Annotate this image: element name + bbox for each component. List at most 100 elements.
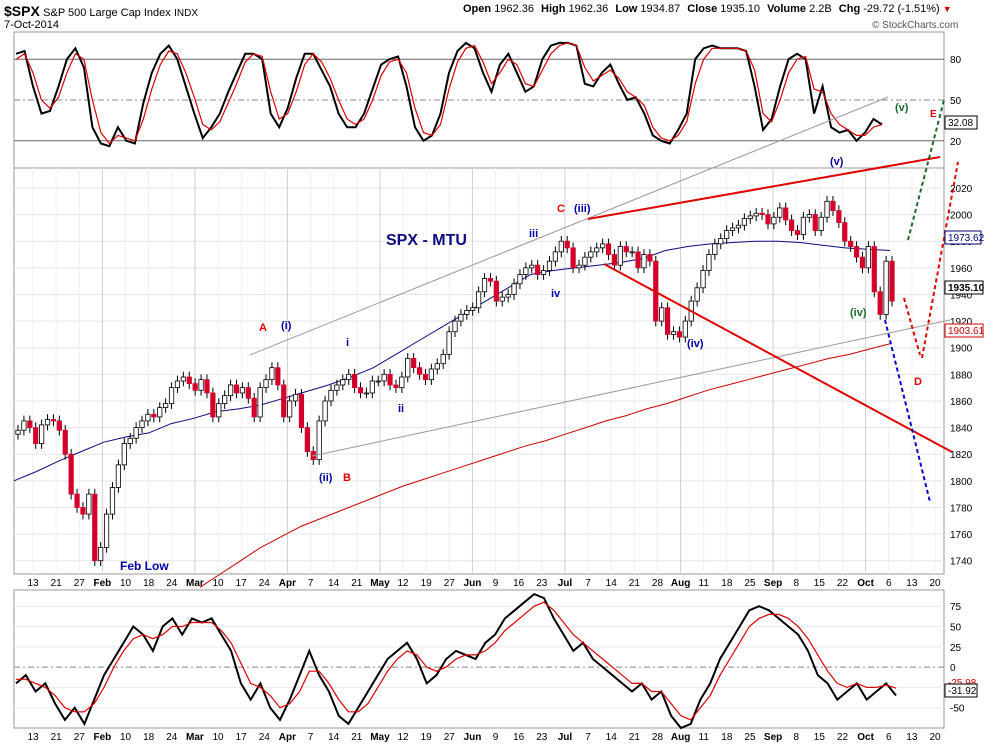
price-x-tick-label: 27 (74, 578, 86, 589)
volume-value: 2.2B (809, 3, 832, 15)
candle-body (842, 222, 848, 242)
candle-body (735, 224, 742, 229)
exchange: INDX (174, 8, 199, 19)
candle-body (487, 278, 494, 282)
candle-body (163, 403, 169, 409)
candle-body (127, 437, 133, 444)
bottom-x-tick-label: Jul (558, 732, 573, 743)
ma-line-200 (199, 343, 891, 588)
gray-upper-channel (249, 96, 889, 356)
candle-body (80, 507, 86, 515)
bottom-x-tick-label: Mar (186, 732, 204, 743)
candle-body (33, 427, 39, 444)
price-x-tick-label: 18 (721, 578, 733, 589)
price-y-tick-label: 1880 (950, 370, 973, 381)
candle-body (434, 363, 440, 370)
candle-body (62, 429, 68, 455)
price-x-tick-label: 22 (837, 578, 849, 589)
candle-body (357, 387, 364, 394)
candle-body (411, 357, 417, 369)
close-label: Close (687, 3, 718, 15)
candle-body (287, 400, 293, 418)
price-x-tick-label: 27 (444, 578, 456, 589)
chart-title: SPX - MTU (386, 232, 467, 249)
bottom-x-tick-label: 13 (27, 732, 39, 743)
bottom-y-tick-label: 25 (950, 643, 962, 654)
price-x-tick-label: 25 (744, 578, 756, 589)
candle-body (771, 216, 777, 225)
candle-body (227, 384, 234, 397)
open-label: Open (463, 3, 492, 15)
price-x-tick-label: 11 (699, 578, 710, 589)
price-grid (14, 168, 944, 574)
candle-body (151, 413, 157, 418)
wave-ii-label: ii (398, 403, 404, 415)
wave-i-paren-label: (i) (281, 320, 292, 332)
top-series-slow (15, 42, 883, 145)
candle-body (56, 420, 62, 431)
candle-body (836, 210, 842, 223)
candle-body (292, 393, 299, 402)
candle-body (594, 247, 600, 253)
red-upper-trendline (587, 156, 941, 220)
bottom-last-box (944, 683, 978, 698)
open-value: 1962.36 (494, 3, 534, 15)
bottom-x-tick-label: 18 (143, 732, 155, 743)
candle-body (546, 260, 553, 271)
blue-projection (884, 319, 931, 503)
price-x-tick-label: 21 (51, 578, 63, 589)
top-y-tick-label: 20 (950, 137, 962, 148)
candle-body (44, 419, 51, 426)
candle-body (582, 256, 588, 266)
price-y-tick-label: 1920 (950, 317, 973, 328)
chart-date: 7-Oct-2014 (4, 19, 60, 31)
candle-body (706, 254, 712, 271)
wave-d-label: D (914, 376, 922, 388)
price-x-tick-label: 21 (629, 578, 641, 589)
bottom-x-tick-label: 27 (444, 732, 456, 743)
close-value: 1935.10 (720, 3, 761, 15)
candle-body (664, 307, 671, 335)
price-x-tick-label: Apr (279, 578, 296, 589)
candle-body (777, 207, 783, 218)
ma200-box (944, 323, 984, 338)
bottom-y-tick-label: 0 (950, 663, 956, 674)
candle-body (216, 403, 222, 418)
candle-body (570, 247, 576, 269)
candle-body (133, 427, 139, 439)
bottom-y-tick-label: -50 (950, 704, 965, 715)
price-x-tick-label: Jul (558, 578, 573, 589)
candle-body (369, 380, 375, 394)
bottom-panel-frame (13, 589, 945, 729)
top-last-box (944, 115, 978, 130)
price-x-tick-label: 19 (421, 578, 433, 589)
price-x-tick-label: 6 (886, 578, 892, 589)
bottom-x-tick-label: 25 (744, 732, 756, 743)
wave-ii-paren-label: (ii) (319, 472, 333, 484)
down-arrow-icon: ▼ (942, 4, 952, 14)
price-x-tick-label: 15 (814, 578, 826, 589)
candle-body (198, 379, 204, 391)
price-x-tick-label: 7 (308, 578, 314, 589)
candle-body (21, 420, 27, 431)
bottom-x-tick-label: Oct (857, 732, 874, 743)
index-name: S&P 500 Large Cap Index (43, 7, 171, 19)
candle-body (877, 291, 883, 315)
bottom-grid (14, 605, 944, 709)
candle-body (753, 212, 759, 217)
price-y-tick-label: 1760 (950, 530, 973, 541)
price-x-tick-label: 7 (585, 578, 591, 589)
symbol: $SPX (4, 3, 40, 19)
candle-body (759, 212, 765, 215)
bottom-x-tick-label: 24 (166, 732, 178, 743)
candle-body (222, 395, 228, 405)
wave-iv-paren-label: (iv) (687, 338, 704, 350)
candle-body (724, 230, 730, 239)
candle-body (464, 310, 470, 315)
price-y-tick-label: 2020 (950, 184, 973, 195)
gray-lower-channel (311, 319, 951, 457)
bottom-y-tick-label: 75 (950, 602, 962, 613)
candle-body (611, 254, 618, 266)
candle-body (818, 216, 824, 231)
